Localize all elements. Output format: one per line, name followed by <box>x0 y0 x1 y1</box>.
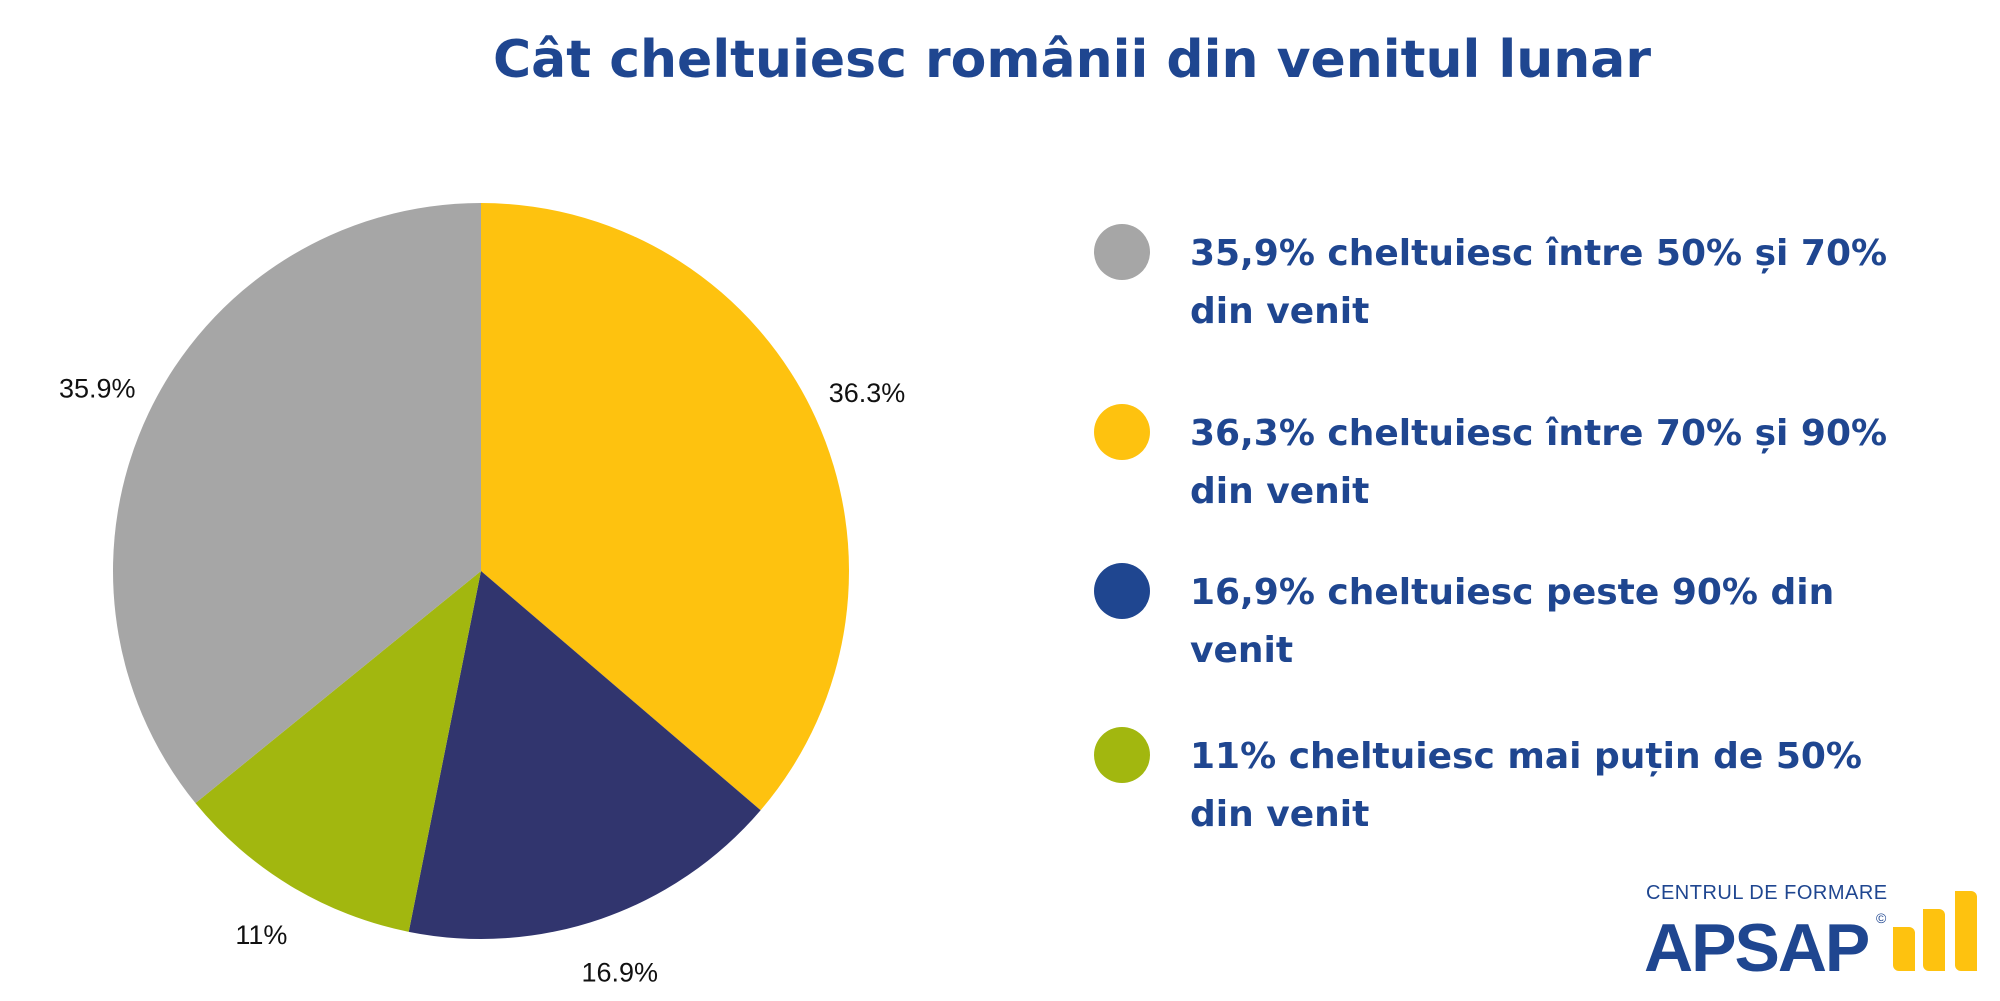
legend-item: 16,9% cheltuiesc peste 90% din venit <box>1094 563 1934 680</box>
pie-chart: 36.3% 16.9% 11% 35.9% <box>59 203 906 988</box>
slice-data-label: 16.9% <box>582 958 659 988</box>
logo-bar-2 <box>1923 909 1945 971</box>
logo-name: APSAP <box>1644 910 1870 986</box>
legend-label: 36,3% cheltuiesc între 70% și 90% din ve… <box>1190 413 1888 512</box>
slice-data-label: 36.3% <box>829 378 906 408</box>
slice-data-label: 35.9% <box>59 373 136 403</box>
pie-slice <box>408 571 761 940</box>
legend-label: 16,9% cheltuiesc peste 90% din venit <box>1190 572 1835 671</box>
logo-bar-1 <box>1893 927 1915 971</box>
legend-dot-icon <box>1094 563 1150 619</box>
legend-item: 36,3% cheltuiesc între 70% și 90% din ve… <box>1094 404 1934 521</box>
pie-slice <box>113 203 482 804</box>
pie-slice <box>481 203 850 811</box>
copyright-mark: © <box>1876 910 1887 926</box>
logo-subtitle: CENTRUL DE FORMARE <box>1646 882 1888 904</box>
logo-bar-3 <box>1955 891 1977 971</box>
legend-item: 11% cheltuiesc mai puțin de 50% din veni… <box>1094 727 1934 844</box>
legend-dot-icon <box>1094 727 1150 783</box>
legend-dot-icon <box>1094 224 1150 280</box>
chart-title: Cât cheltuiesc românii din venitul lunar <box>493 30 1651 90</box>
legend-item: 35,9% cheltuiesc între 50% și 70% din ve… <box>1094 224 1934 341</box>
slice-data-label: 11% <box>235 920 287 950</box>
pie-slice <box>195 571 481 932</box>
legend-label: 11% cheltuiesc mai puțin de 50% din veni… <box>1190 736 1862 835</box>
legend-label: 35,9% cheltuiesc între 50% și 70% din ve… <box>1190 233 1888 332</box>
legend-dot-icon <box>1094 404 1150 460</box>
